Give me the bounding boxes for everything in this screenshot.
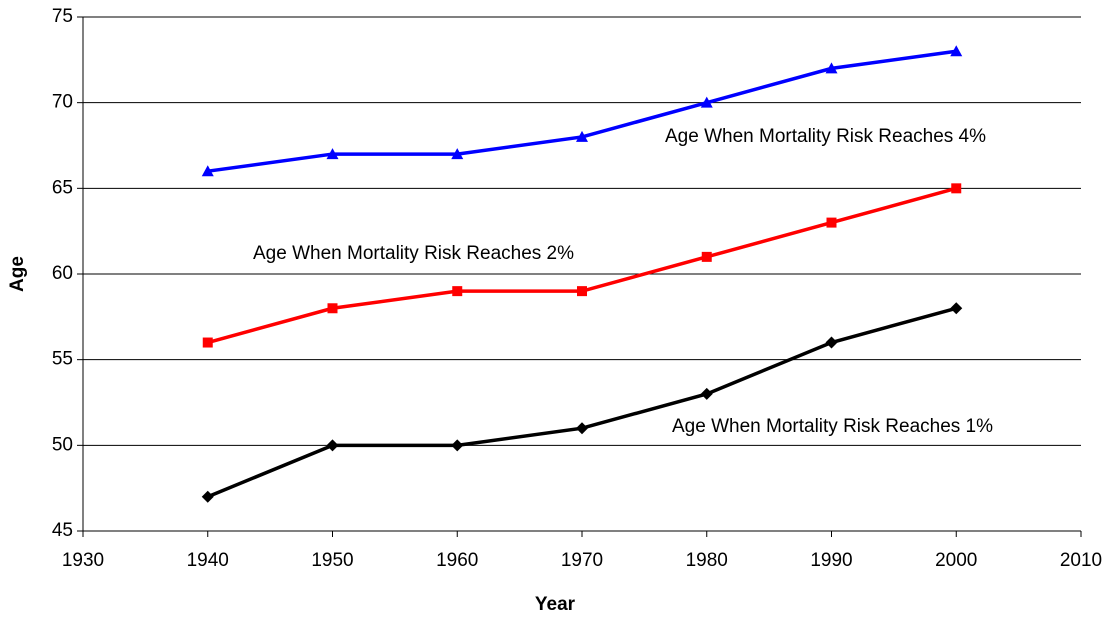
- marker: [825, 336, 838, 349]
- x-tick-label: 1970: [561, 550, 603, 571]
- y-tick-label: 50: [52, 434, 73, 455]
- series-label: Age When Mortality Risk Reaches 2%: [253, 243, 575, 264]
- x-tick-label: 1940: [187, 550, 229, 571]
- series-line: [207, 306, 957, 499]
- marker: [577, 286, 587, 297]
- marker: [451, 439, 464, 452]
- y-tick-label: 65: [52, 177, 73, 198]
- x-tick-label: 1960: [436, 550, 478, 571]
- y-tick-label: 45: [52, 520, 73, 541]
- marker: [326, 439, 339, 452]
- marker: [951, 183, 962, 194]
- series-label: Age When Mortality Risk Reaches 1%: [672, 416, 994, 437]
- marker: [201, 165, 214, 177]
- x-tick-label: 1990: [810, 550, 852, 571]
- marker: [700, 96, 713, 108]
- marker: [202, 337, 213, 348]
- marker: [701, 251, 712, 262]
- y-tick-label: 75: [52, 6, 73, 27]
- marker: [825, 62, 838, 74]
- y-tick-label: 70: [52, 92, 73, 113]
- marker: [826, 217, 837, 228]
- marker: [950, 45, 963, 57]
- marker: [576, 130, 588, 142]
- y-axis-label: Age: [7, 256, 28, 292]
- x-tick-label: 1980: [686, 550, 728, 571]
- x-tick-label: 2000: [935, 550, 977, 571]
- series-label: Age When Mortality Risk Reaches 4%: [665, 126, 987, 147]
- marker: [327, 303, 338, 314]
- x-axis-label: Year: [535, 594, 576, 615]
- marker: [950, 302, 963, 315]
- x-tick-label: 1930: [62, 550, 104, 571]
- x-tick-label: 2010: [1060, 550, 1102, 571]
- series-line: [207, 49, 957, 173]
- marker: [201, 490, 214, 503]
- marker: [576, 422, 588, 435]
- x-tick-label: 1950: [311, 550, 353, 571]
- marker: [452, 286, 463, 297]
- y-tick-label: 55: [52, 349, 73, 370]
- marker: [326, 148, 339, 160]
- y-tick-label: 60: [52, 263, 73, 284]
- marker: [700, 387, 713, 400]
- marker: [451, 148, 464, 160]
